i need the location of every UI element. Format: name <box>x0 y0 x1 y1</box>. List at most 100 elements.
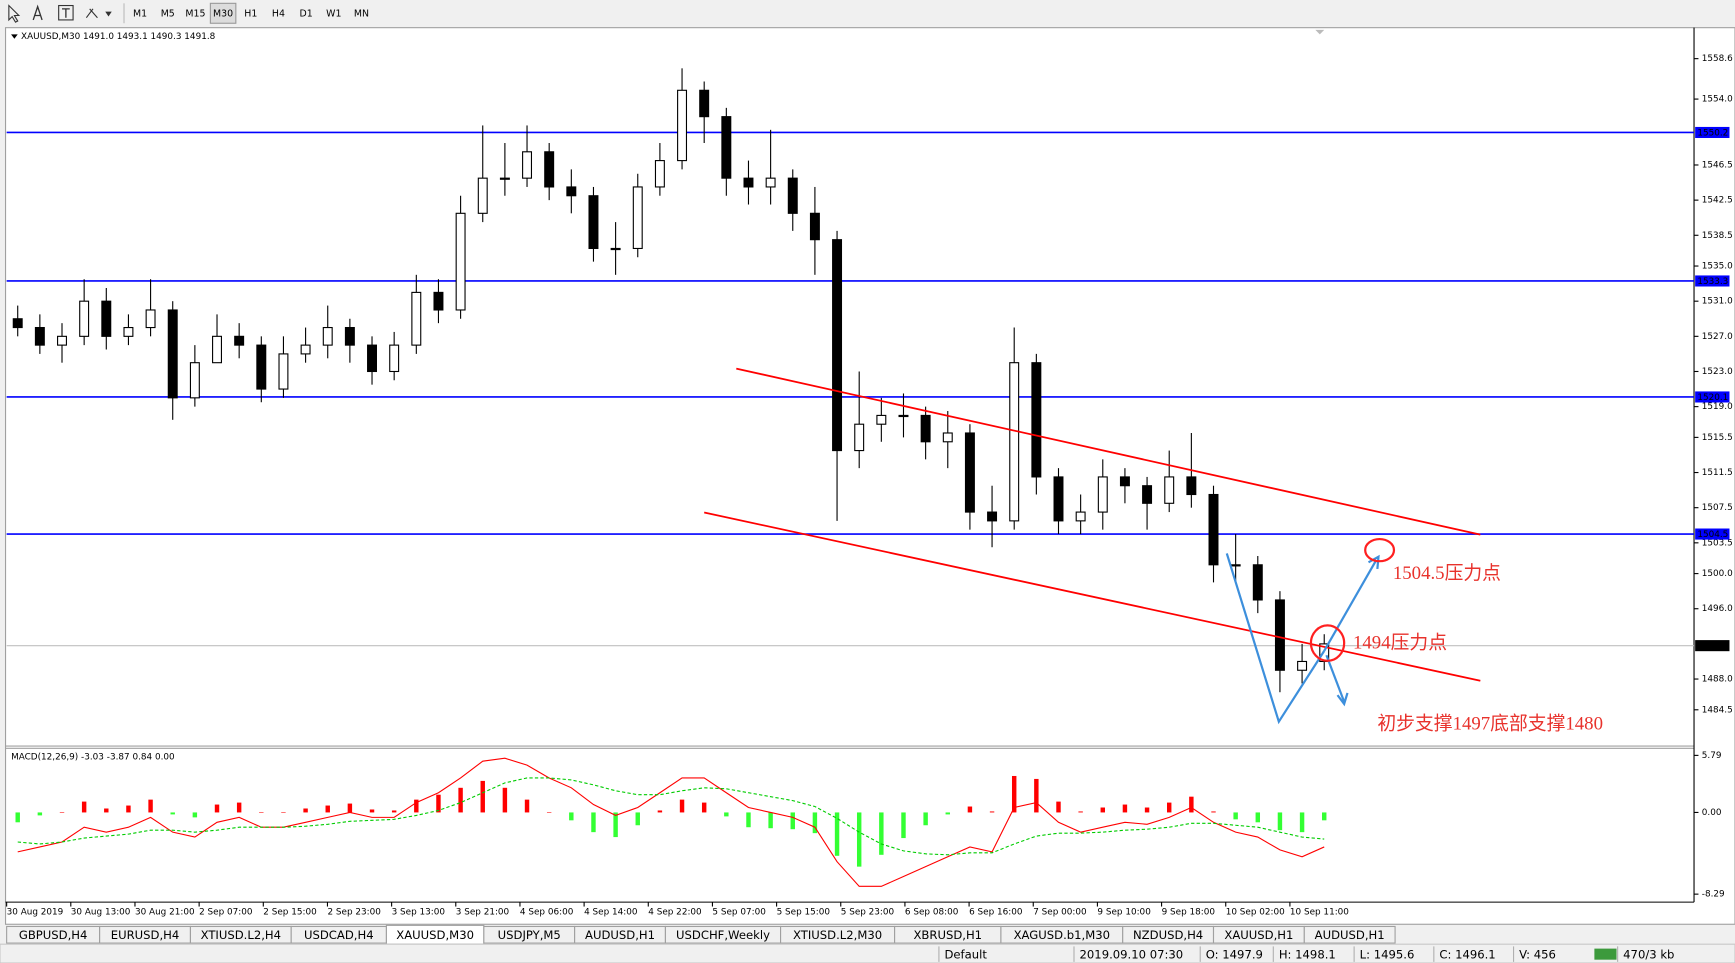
macd-bar <box>1211 811 1216 813</box>
candle-body <box>389 344 400 373</box>
macd-bar <box>679 799 685 813</box>
macd-bar <box>1078 811 1083 813</box>
timeframe-button[interactable]: H4 <box>272 8 285 19</box>
annotation: 1494压力点 <box>1353 632 1447 654</box>
x-tick-label: 5 Sep 15:00 <box>777 908 831 918</box>
macd-bar <box>214 804 220 813</box>
x-tick-label: 30 Aug 21:00 <box>135 908 195 918</box>
macd-bar <box>657 810 663 813</box>
candle-body <box>1031 362 1042 478</box>
candle-body <box>367 344 378 373</box>
candle-body <box>189 362 200 399</box>
x-tick-label: 30 Aug 2019 <box>7 908 64 918</box>
macd-bar <box>856 812 862 867</box>
label-icon-t <box>62 8 70 18</box>
macd-signal-line <box>17 777 1325 856</box>
macd-bar <box>1233 812 1238 820</box>
candle-body <box>57 335 67 346</box>
x-tick-label: 30 Aug 13:00 <box>71 908 131 918</box>
candle-body <box>1053 476 1064 522</box>
timeframe-button[interactable]: M5 <box>161 8 175 19</box>
candle-body <box>1274 599 1285 671</box>
y-tick-label: 1507.5 <box>1702 503 1733 513</box>
candle-body <box>942 432 953 443</box>
y-tick-label: 1546.5 <box>1702 160 1733 170</box>
candle-body <box>344 326 355 346</box>
tool-cursor[interactable] <box>8 4 21 23</box>
channel-lower[interactable] <box>703 511 1481 682</box>
tool-text[interactable] <box>32 4 43 21</box>
timeframe-button[interactable]: M15 <box>185 8 205 19</box>
macd-bar <box>613 812 618 838</box>
candle-body <box>322 326 333 346</box>
timeframe-pressed <box>209 2 237 24</box>
macd-bar <box>724 812 729 817</box>
arrow-up <box>1323 559 1378 652</box>
macd-bar <box>325 805 330 813</box>
timeframe-button[interactable]: MN <box>354 8 369 19</box>
y-tick-label: 1500.0 <box>1702 569 1733 579</box>
timeframe-button[interactable]: M30 <box>213 8 233 19</box>
level-price-label: 1504.5 <box>1697 530 1728 540</box>
macd-bar <box>458 787 463 813</box>
candle-body <box>588 195 599 250</box>
tab-label: GBPUSD,H4 <box>19 928 88 942</box>
timeframe-button[interactable]: D1 <box>300 8 313 19</box>
x-tick-label: 2 Sep 07:00 <box>199 908 253 918</box>
annotation: 初步支撑1497底部支撑1480 <box>1377 712 1603 734</box>
macd-y-tick-label: -8.29 <box>1702 890 1725 900</box>
tab-label: AUDUSD,H1 <box>585 928 655 942</box>
candle-body <box>212 335 222 364</box>
chart-panel <box>4 27 1735 925</box>
macd-bar <box>768 812 773 829</box>
macd-bar <box>170 812 175 815</box>
tab-label: USDCHF,Weekly <box>676 928 770 942</box>
candle-body <box>787 177 798 214</box>
candle-body <box>167 309 178 399</box>
macd-bar <box>812 812 818 834</box>
candle-body <box>411 291 422 346</box>
tool-shapes[interactable] <box>85 8 112 19</box>
toolbar <box>0 0 1735 27</box>
candle-body <box>765 177 776 188</box>
tab[interactable] <box>1303 925 1396 944</box>
timeframe-button[interactable]: H1 <box>244 8 257 19</box>
macd-bar <box>1189 796 1194 813</box>
tool-label[interactable] <box>58 4 74 21</box>
y-tick-label: 1527.0 <box>1702 332 1733 342</box>
circle-marker <box>1364 537 1396 563</box>
status-field: V: 456 <box>1519 948 1556 962</box>
y-tick-label: 1519.0 <box>1702 402 1733 412</box>
candle-body <box>477 177 488 214</box>
chart-menu-arrow[interactable] <box>11 34 18 39</box>
status-field: 470/3 kb <box>1623 948 1674 962</box>
macd-bar <box>281 812 286 813</box>
tab-label: XAUUSD,H1 <box>1224 928 1293 942</box>
x-tick-label: 2 Sep 15:00 <box>263 908 317 918</box>
candle-body <box>544 151 555 188</box>
cursor-icon <box>8 4 21 23</box>
channel-upper[interactable] <box>736 367 1481 536</box>
macd-bar <box>967 806 973 813</box>
candle-body <box>145 309 156 329</box>
candle-body <box>832 239 843 452</box>
macd-bar <box>126 805 131 813</box>
tab-label: XAGUSD.b1,M30 <box>1014 928 1110 942</box>
candle-body <box>1297 660 1308 671</box>
macd-bar <box>1100 807 1105 813</box>
timeframe-button[interactable]: W1 <box>326 8 341 19</box>
macd-bar <box>347 803 353 813</box>
x-tick-label: 6 Sep 16:00 <box>969 908 1023 918</box>
candle-body <box>1252 564 1263 601</box>
y-tick-label: 1523.0 <box>1702 367 1733 377</box>
connection-icon <box>1594 948 1617 960</box>
shapes-icon <box>85 8 112 19</box>
candle-body <box>964 432 975 513</box>
timeframe-button[interactable]: M1 <box>133 8 147 19</box>
candle-body <box>876 414 887 425</box>
arrow-down <box>1325 654 1346 703</box>
candle-body <box>1186 476 1197 496</box>
macd-bar <box>1144 807 1150 813</box>
x-tick-label: 10 Sep 02:00 <box>1226 908 1285 918</box>
